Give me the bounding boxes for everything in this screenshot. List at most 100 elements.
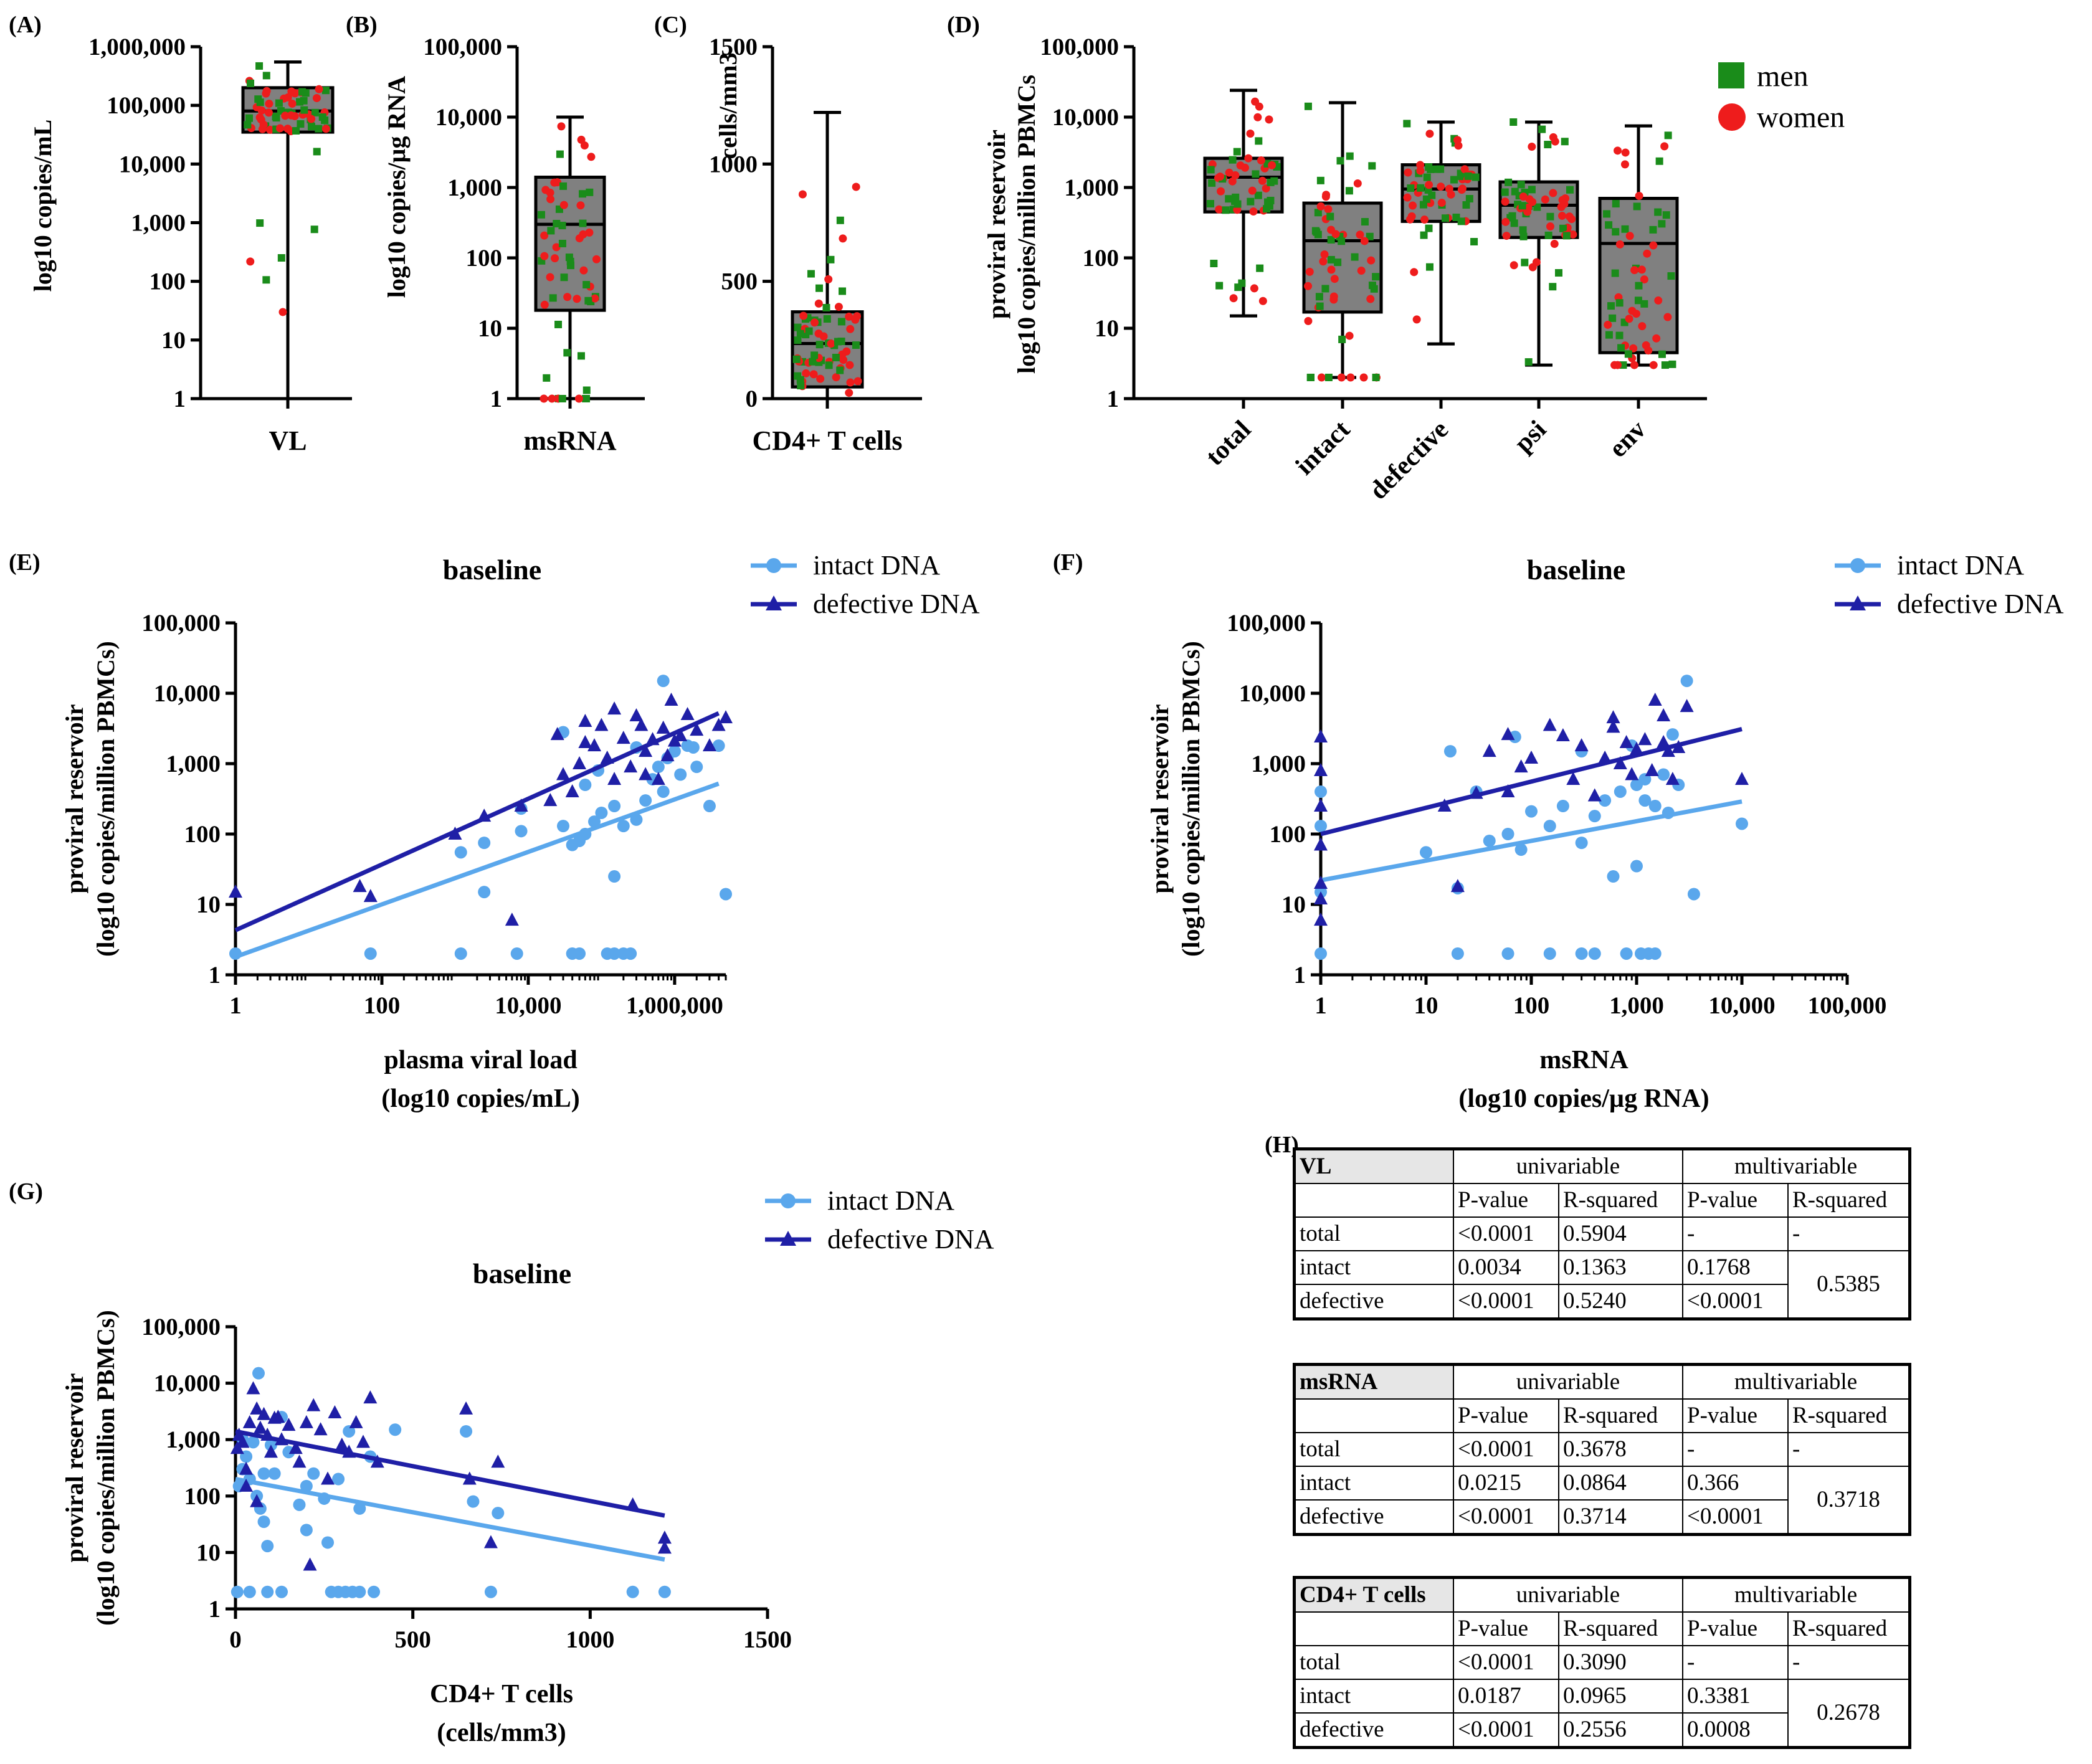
cell-p-multi: - [1682,1432,1789,1467]
men-point [1664,131,1672,140]
group-multivariable: multivariable [1682,1148,1911,1184]
men-point [582,281,591,289]
men-point [277,254,285,262]
legend-defective-marker [780,1231,796,1246]
women-point [1541,195,1549,204]
men-point [1315,293,1323,301]
legend-women-label: women [1757,101,1845,134]
women-point [845,312,853,321]
men-point [1334,258,1342,267]
intact-point [1638,773,1652,786]
panel-E-ylabel: proviral reservoir [60,704,88,894]
men-point [1615,299,1624,307]
men-point [302,89,310,97]
defective-point [483,1535,498,1548]
intact-point [1607,870,1620,883]
blank-cell [1293,1611,1454,1646]
men-point [560,273,568,282]
men-point [543,374,551,382]
men-point [1210,259,1218,267]
men-point [1546,212,1554,220]
intact-point [261,1585,274,1598]
men-point [1206,200,1214,208]
defective-point [550,727,564,741]
intact-point [343,1425,356,1438]
panel-E-y-tick-label: 1 [209,962,221,989]
defective-point [1566,772,1581,785]
cell-r-multi-merged: 0.2678 [1787,1679,1911,1748]
panel-B-ylabel: log10 copies/µg RNA [383,76,411,298]
defective-point [1314,837,1328,851]
defective-point [565,784,579,797]
defective-point [1598,751,1612,764]
x-tick-label: 10,000 [495,992,561,1019]
men-point [1634,296,1642,305]
intact-point [720,888,732,901]
intact-point [353,1502,366,1515]
panel-G-ylabel-text: proviral reservoir [60,1373,88,1563]
cell-p-multi: 0.1768 [1682,1250,1789,1285]
intact-point [300,1524,313,1537]
row-label: intact [1293,1679,1454,1714]
women-point [553,178,562,187]
women-point [1528,197,1537,206]
panel-B-y-tick-label: 1 [490,386,503,412]
panel-B-y-tick-label: 10 [478,315,502,342]
defective-point [702,738,716,752]
men-point [563,349,571,357]
legend-label: defective DNA [827,1224,994,1254]
x-tick-label: 1,000 [1609,992,1664,1019]
women-point [1613,361,1622,369]
defective-point [342,1444,356,1458]
defective-point [656,720,670,734]
men-point [559,182,568,190]
intact-point [484,1585,497,1598]
men-point [1501,188,1509,196]
men-point [255,62,264,70]
women-point [1304,282,1313,290]
defective-point [1661,744,1675,757]
intact-point [1575,837,1588,850]
men-point [1425,163,1433,171]
defective-point [673,728,688,742]
women-point [546,273,554,282]
women-point [579,230,587,239]
intact-point [364,947,377,960]
women-point [1454,141,1463,150]
cell-p-uni: 0.0215 [1453,1466,1559,1501]
men-point [300,106,308,114]
women-point [1215,173,1224,181]
men-point [1517,181,1525,189]
defective-point [1735,772,1749,785]
defective-point [624,759,638,773]
intact-point [608,800,621,813]
women-point [1635,192,1643,201]
intact-point [1543,820,1556,833]
women-point [257,106,266,115]
column-header: R-squared [1558,1611,1683,1646]
men-point [313,148,321,156]
intact-point [1666,728,1679,741]
panel-G-ylabel2-text: (log10 copies/million PBMCs) [92,1310,120,1626]
women-point [839,234,847,243]
stats-table-vl: VL univariable multivariable P-value R-squar… [1293,1147,1911,1321]
category-label: env [1604,415,1652,463]
women-point [1257,156,1265,164]
men-point [1544,231,1552,239]
women-point [1654,296,1663,305]
defective-point [370,1454,384,1468]
women-point [262,89,270,98]
panel-C-y-tick-label: 500 [721,268,758,295]
men-point [297,120,305,128]
men-point [1316,302,1324,310]
category-label-group: env [1604,415,1652,463]
x-axis-title: plasma viral load [384,1046,577,1074]
men-point [1655,157,1663,165]
women-point [1229,294,1238,303]
defective-point [1501,727,1515,741]
defective-point [1314,891,1328,905]
men-point [582,386,591,394]
men-point [1510,219,1518,227]
men-point [1464,172,1472,180]
legend-label: intact DNA [1897,550,2024,581]
